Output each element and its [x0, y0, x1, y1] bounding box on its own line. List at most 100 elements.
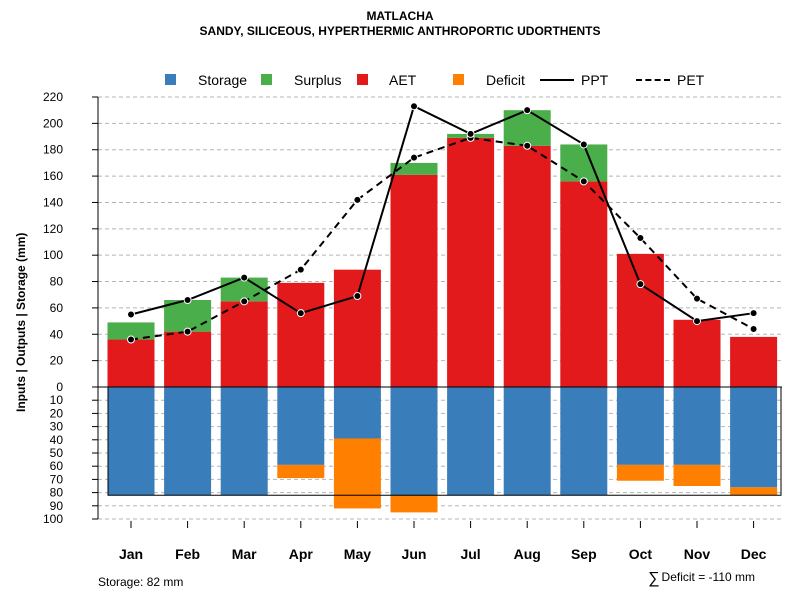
x-tick-label: Nov	[684, 546, 711, 562]
legend-swatch-storage	[165, 74, 176, 85]
bar-aet	[107, 339, 155, 387]
pet-point	[127, 335, 135, 344]
bar-aet	[333, 269, 381, 387]
legend-label-surplus: Surplus	[294, 72, 342, 88]
bar-deficit	[673, 464, 721, 486]
y-tick-label-upper: 200	[43, 116, 63, 130]
legend-line-pet	[636, 79, 670, 81]
x-tick-label: Mar	[232, 546, 257, 562]
y-tick-label-lower: 40	[50, 433, 64, 447]
ppt-point	[523, 106, 532, 115]
pet-point	[523, 141, 532, 150]
pet-point	[240, 297, 249, 306]
deficit-footnote: ∑ Deficit = -110 mm	[648, 570, 755, 588]
bar-aet	[730, 336, 778, 387]
pet-line	[130, 136, 755, 341]
y-tick-label-upper: 160	[43, 169, 63, 183]
sigma-symbol: ∑	[648, 570, 660, 587]
bar-aet	[390, 174, 438, 387]
bar-surplus	[503, 110, 551, 146]
ppt-point	[353, 292, 362, 301]
bar-storage	[503, 387, 551, 496]
chart-subtitle: SANDY, SILICEOUS, HYPERTHERMIC ANTHROPOR…	[199, 24, 601, 38]
ppt-point	[466, 129, 475, 138]
ppt-point	[693, 317, 701, 326]
deficit-total: Deficit = -110 mm	[661, 570, 755, 584]
bar-aet	[503, 145, 551, 387]
bar-surplus	[107, 322, 155, 340]
pet-point	[693, 294, 701, 303]
legend-label-storage: Storage	[198, 72, 248, 88]
bar-aet	[277, 282, 325, 387]
bar-storage	[673, 387, 721, 465]
ppt-point	[749, 309, 758, 318]
x-tick-label: Feb	[175, 546, 200, 562]
y-tick-label-lower: 60	[50, 459, 64, 473]
x-tick-label: May	[344, 546, 371, 562]
y-tick-label-lower: 30	[50, 420, 64, 434]
bar-aet	[560, 181, 608, 387]
y-tick-label-lower: 70	[50, 472, 64, 486]
bar-storage	[107, 387, 155, 496]
bar-storage	[560, 387, 608, 496]
y-tick-label-lower: 100	[43, 512, 63, 526]
storage-footnote: Storage: 82 mm	[98, 575, 184, 589]
legend-label-aet: AET	[389, 72, 417, 88]
bar-aet	[616, 253, 664, 387]
ppt-point	[127, 310, 135, 319]
x-tick-label: Jul	[460, 546, 480, 562]
y-tick-label-upper: 100	[43, 248, 63, 262]
bar-aet	[220, 301, 268, 387]
bar-deficit	[277, 464, 325, 479]
bar-storage	[333, 387, 381, 439]
legend-label-ppt: PPT	[581, 72, 609, 88]
bar-deficit	[616, 464, 664, 481]
pet-point	[353, 195, 362, 204]
pet-point	[183, 327, 192, 336]
x-tick-label: Dec	[741, 546, 767, 562]
y-tick-label-upper: 220	[43, 90, 63, 104]
bar-deficit	[333, 438, 381, 509]
y-tick-label-lower: 20	[50, 406, 64, 420]
y-tick-label-upper: 20	[50, 354, 64, 368]
y-tick-label-lower: 90	[50, 499, 64, 513]
pet-point	[579, 177, 588, 186]
bar-storage	[164, 387, 212, 496]
legend: Storage Surplus AET Deficit PPT PET	[0, 70, 800, 90]
legend-label-deficit: Deficit	[486, 72, 525, 88]
legend-swatch-surplus	[261, 74, 272, 85]
pet-point	[749, 325, 758, 333]
y-tick-label-upper: 120	[43, 222, 63, 236]
legend-swatch-deficit	[453, 74, 464, 85]
y-tick-label-upper: 180	[43, 143, 63, 157]
bar-storage	[277, 387, 325, 465]
legend-line-ppt	[540, 79, 574, 81]
bar-storage	[616, 387, 664, 465]
pet-point	[410, 153, 418, 162]
ppt-point	[240, 273, 249, 282]
bar-aet	[164, 331, 212, 387]
x-tick-label: Apr	[289, 546, 314, 562]
ppt-point	[183, 296, 192, 304]
pet-point	[296, 265, 305, 274]
bar-surplus	[164, 300, 212, 332]
y-tick-label-upper: 40	[50, 327, 64, 341]
pet-point	[636, 234, 645, 243]
bar-deficit	[390, 495, 438, 513]
ppt-point	[636, 280, 645, 289]
y-tick-label-upper: 80	[50, 275, 64, 289]
bar-deficit	[730, 487, 778, 496]
bar-storage	[730, 387, 778, 488]
y-tick-label-upper: 0	[56, 380, 63, 394]
ppt-point	[296, 309, 305, 318]
ppt-point	[410, 102, 418, 111]
bar-surplus	[560, 144, 608, 182]
x-tick-label: Oct	[629, 546, 653, 562]
x-tick-label: Jun	[402, 546, 427, 562]
y-tick-label-upper: 60	[50, 301, 64, 315]
x-tick-label: Jan	[119, 546, 143, 562]
y-tick-label-lower: 50	[50, 446, 64, 460]
y-tick-label-lower: 80	[50, 486, 64, 500]
x-tick-label: Aug	[514, 546, 541, 562]
